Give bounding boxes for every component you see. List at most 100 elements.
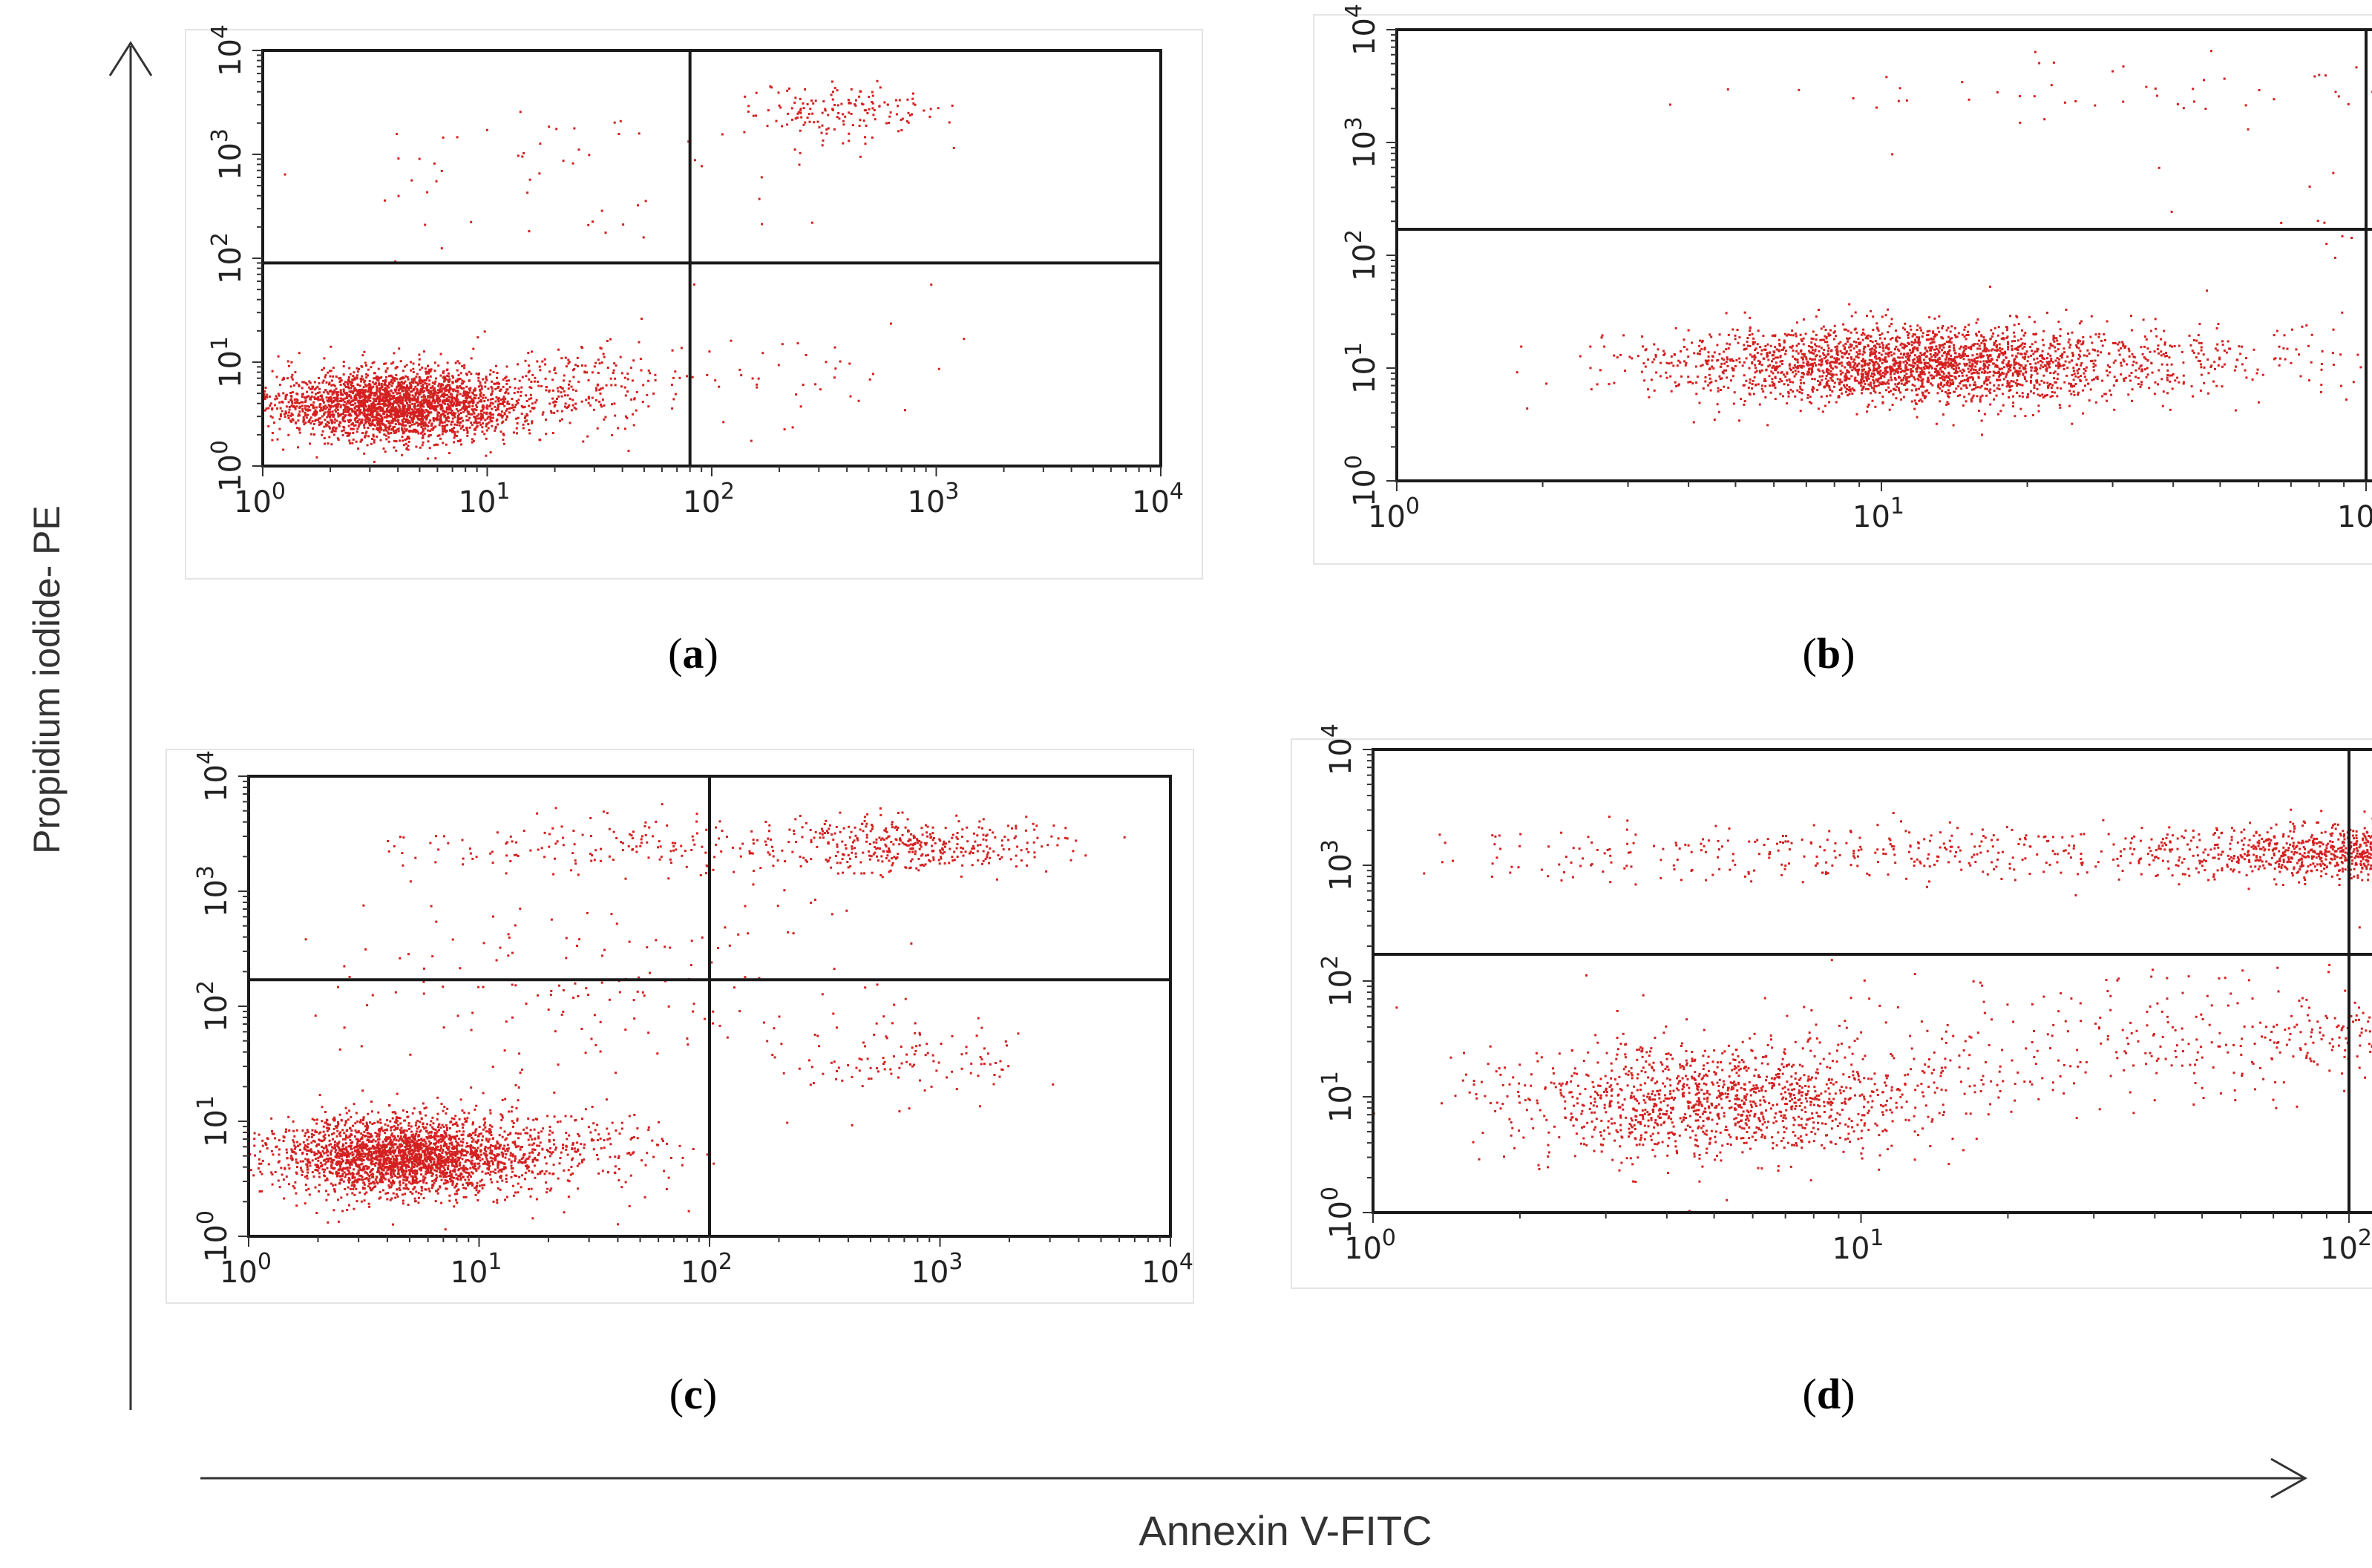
dot bbox=[373, 377, 376, 380]
dot bbox=[1867, 370, 1870, 373]
dot bbox=[1934, 355, 1937, 358]
dot bbox=[600, 209, 603, 212]
dot bbox=[594, 387, 597, 390]
dot bbox=[557, 390, 560, 393]
dot bbox=[1948, 384, 1951, 387]
dot bbox=[443, 375, 446, 378]
dot bbox=[386, 384, 389, 387]
dot bbox=[1999, 347, 2001, 350]
dot bbox=[423, 411, 426, 414]
dot bbox=[289, 392, 292, 394]
dot bbox=[1879, 370, 1882, 372]
dot bbox=[385, 438, 388, 441]
dot bbox=[637, 204, 639, 207]
dot bbox=[1873, 345, 1875, 347]
cluster-late bbox=[743, 79, 955, 154]
dot bbox=[1796, 389, 1799, 392]
dot bbox=[821, 124, 824, 127]
dot bbox=[2016, 391, 2018, 394]
dot bbox=[1756, 352, 1759, 354]
dot bbox=[399, 360, 402, 363]
dot bbox=[1755, 347, 1757, 350]
dot bbox=[359, 390, 362, 393]
dot bbox=[401, 413, 404, 416]
dot bbox=[1912, 333, 1915, 336]
dot bbox=[1844, 375, 1847, 378]
dot bbox=[512, 431, 515, 434]
dot bbox=[494, 387, 497, 390]
dot bbox=[427, 389, 430, 391]
dot bbox=[2077, 339, 2080, 342]
dot bbox=[548, 402, 551, 405]
dot bbox=[430, 368, 433, 371]
dot bbox=[1799, 410, 1802, 413]
dot bbox=[421, 436, 424, 439]
dot bbox=[382, 447, 385, 450]
dot bbox=[1916, 356, 1919, 359]
dot bbox=[1905, 373, 1908, 375]
dot bbox=[456, 440, 459, 442]
dot bbox=[1950, 358, 1953, 360]
dot bbox=[439, 421, 442, 424]
dot bbox=[403, 414, 406, 416]
dot bbox=[1811, 364, 1814, 367]
dot bbox=[1916, 329, 1919, 331]
dot bbox=[2214, 367, 2216, 370]
dot bbox=[1869, 354, 1872, 357]
dot bbox=[346, 434, 349, 437]
dot bbox=[416, 396, 419, 398]
dot bbox=[448, 391, 451, 394]
dot bbox=[868, 378, 871, 381]
dot bbox=[491, 392, 494, 395]
dot bbox=[1945, 374, 1948, 377]
dot bbox=[367, 416, 370, 419]
dot bbox=[1775, 361, 1778, 364]
dot bbox=[400, 384, 403, 387]
dot bbox=[1832, 367, 1834, 370]
dot bbox=[422, 413, 425, 416]
dot bbox=[389, 401, 392, 404]
dot bbox=[1692, 421, 1695, 424]
dot bbox=[448, 386, 451, 389]
dot bbox=[1933, 317, 1936, 320]
dot bbox=[559, 386, 562, 388]
dot bbox=[1861, 377, 1864, 380]
dot bbox=[361, 378, 364, 381]
dot bbox=[1885, 360, 1888, 363]
dot bbox=[415, 375, 418, 378]
dot bbox=[620, 372, 623, 375]
dot bbox=[2019, 383, 2022, 386]
dot bbox=[1992, 370, 1995, 373]
dot bbox=[441, 433, 444, 436]
dot bbox=[451, 417, 454, 420]
dot bbox=[377, 367, 380, 370]
dot bbox=[455, 396, 458, 399]
dot bbox=[1947, 353, 1950, 355]
dot bbox=[1967, 377, 1970, 380]
dot bbox=[312, 413, 315, 415]
y-axis-title: Propidium iodide- PE bbox=[26, 505, 68, 854]
dot bbox=[319, 398, 322, 401]
dot bbox=[459, 385, 462, 387]
dot bbox=[1858, 362, 1861, 365]
dot bbox=[1869, 381, 1872, 384]
dot bbox=[451, 388, 454, 391]
dot bbox=[1743, 311, 1746, 314]
dot bbox=[330, 413, 332, 416]
dot bbox=[323, 413, 326, 416]
dot bbox=[2016, 370, 2019, 373]
dot bbox=[378, 377, 380, 380]
dot bbox=[553, 411, 556, 414]
dot bbox=[1936, 370, 1939, 373]
dot bbox=[332, 416, 335, 419]
dot bbox=[1812, 338, 1815, 341]
dot bbox=[383, 388, 386, 391]
dot bbox=[2091, 378, 2094, 381]
dot bbox=[1906, 388, 1909, 391]
dot bbox=[1659, 375, 1662, 378]
dot bbox=[1987, 349, 1990, 352]
dot bbox=[1973, 384, 1975, 387]
dot bbox=[332, 367, 335, 370]
dot bbox=[419, 410, 422, 413]
dot bbox=[1814, 343, 1816, 346]
